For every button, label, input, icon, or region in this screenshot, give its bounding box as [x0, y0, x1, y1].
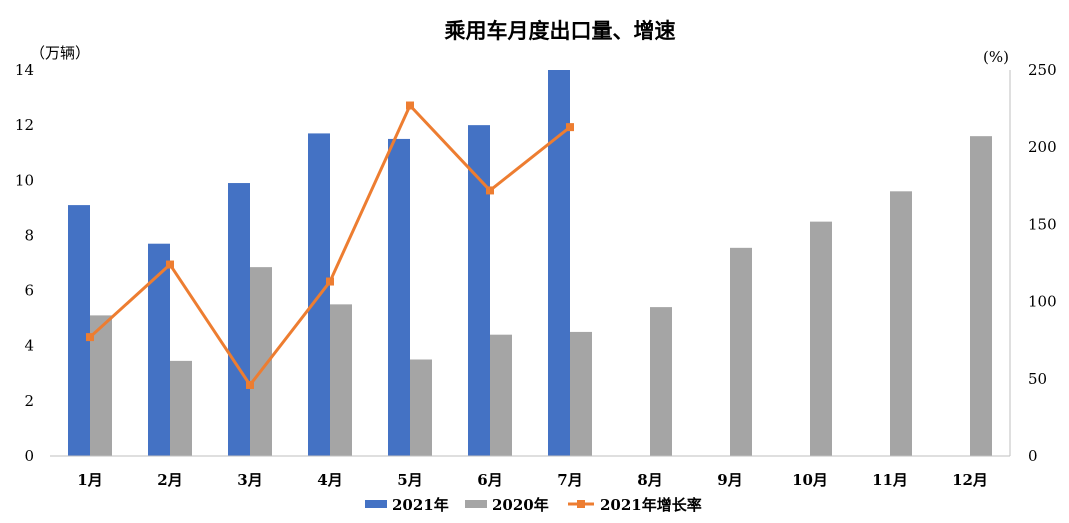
growth-line-group [86, 101, 574, 389]
left-tick-label: 6 [24, 282, 34, 300]
left-tick-label: 14 [15, 61, 34, 79]
category-label: 6月 [477, 471, 502, 489]
left-tick-label: 10 [15, 171, 34, 189]
bar-2020年-8月 [650, 307, 672, 456]
bar-2020年-7月 [570, 331, 592, 456]
growth-point-1月 [86, 333, 94, 342]
bar-2021年-6月 [468, 125, 490, 457]
bar-2020年-9月 [730, 247, 752, 456]
axes-group [50, 70, 1011, 457]
bar-2020年-6月 [490, 334, 512, 456]
left-tick-label: 4 [24, 337, 34, 355]
bar-2020年-10月 [810, 221, 832, 456]
bar-2021年-5月 [388, 138, 410, 456]
category-label: 12月 [952, 471, 988, 489]
right-tick-label: 100 [1028, 293, 1057, 311]
growth-point-2月 [166, 260, 174, 269]
bar-2021年-3月 [228, 183, 250, 457]
legend: 2021年 2020年 2021年增长率 [365, 496, 702, 514]
category-label: 8月 [637, 471, 662, 489]
right-tick-label: 0 [1028, 447, 1038, 465]
chart-title: 乘用车月度出口量、增速 [444, 18, 676, 43]
right-tick-label: 150 [1028, 215, 1057, 233]
bar-2021年-2月 [148, 243, 170, 456]
category-label: 5月 [397, 471, 422, 489]
bar-2020年-12月 [970, 136, 992, 456]
legend-label-2021: 2021年 [392, 496, 449, 514]
category-label: 7月 [557, 471, 582, 489]
growth-point-4月 [326, 277, 334, 286]
growth-point-5月 [406, 101, 414, 110]
bar-2021年-1月 [68, 205, 90, 456]
ticks-group: 0 2 4 6 8 10 12 14 0 50 100 150 200 250 1月 2月 3月 4月 5月 6月 7月… [15, 61, 1057, 489]
legend-swatch-growth-marker [577, 500, 585, 508]
bar-2020年-3月 [250, 267, 272, 456]
category-label: 10月 [792, 471, 828, 489]
right-tick-label: 50 [1028, 370, 1047, 388]
bar-2020年-2月 [170, 360, 192, 456]
bars-group [68, 70, 992, 457]
bar-2021年-7月 [548, 70, 570, 456]
growth-point-7月 [566, 123, 574, 132]
left-tick-label: 2 [24, 392, 34, 410]
right-axis-unit: (%) [983, 48, 1009, 66]
right-tick-label: 200 [1028, 138, 1057, 156]
left-tick-label: 0 [24, 447, 34, 465]
bar-2020年-4月 [330, 304, 352, 456]
legend-swatch-2021 [365, 500, 387, 508]
legend-label-growth: 2021年增长率 [600, 496, 702, 514]
category-label: 9月 [717, 471, 742, 489]
category-label: 1月 [77, 471, 102, 489]
category-label: 2月 [157, 471, 182, 489]
growth-point-3月 [246, 380, 254, 389]
left-axis-unit: （万辆） [30, 44, 90, 62]
growth-point-6月 [486, 186, 494, 195]
category-label: 4月 [317, 471, 342, 489]
right-tick-label: 250 [1028, 61, 1057, 79]
legend-swatch-2020 [465, 500, 487, 508]
left-tick-label: 8 [24, 226, 34, 244]
legend-label-2020: 2020年 [492, 496, 549, 514]
bar-2020年-1月 [90, 315, 112, 456]
bar-2020年-11月 [890, 191, 912, 457]
left-tick-label: 12 [15, 116, 34, 134]
category-label: 3月 [237, 471, 262, 489]
bar-2020年-5月 [410, 359, 432, 456]
category-label: 11月 [872, 471, 908, 489]
